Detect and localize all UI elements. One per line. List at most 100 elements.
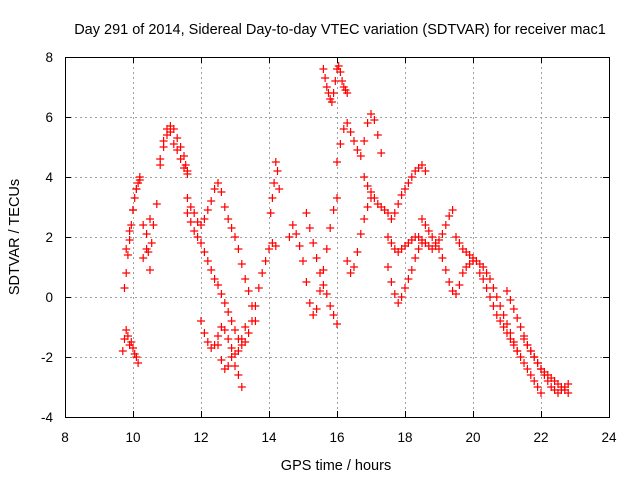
y-tick-label: 6 <box>45 110 53 125</box>
data-point <box>186 203 195 211</box>
data-point <box>455 239 464 247</box>
data-point <box>231 233 239 241</box>
data-point <box>122 326 131 334</box>
data-point <box>271 242 280 250</box>
data-point <box>288 221 297 229</box>
data-point <box>322 290 331 298</box>
data-point <box>336 140 345 148</box>
data-point <box>237 383 246 391</box>
data-point <box>234 245 243 253</box>
data-point <box>533 359 542 367</box>
data-point <box>455 281 464 289</box>
data-point <box>312 254 321 262</box>
y-tick-label: 8 <box>45 50 53 65</box>
data-point <box>394 200 403 208</box>
data-point <box>319 281 328 289</box>
data-point <box>220 203 229 211</box>
data-point <box>387 215 396 223</box>
data-point <box>479 275 488 283</box>
data-point <box>268 194 277 202</box>
data-point <box>407 266 416 274</box>
data-point <box>326 302 335 310</box>
data-point <box>363 203 372 211</box>
data-point <box>523 341 532 349</box>
data-point <box>404 275 413 283</box>
data-point <box>129 344 137 352</box>
data-point <box>135 173 144 181</box>
data-point <box>125 227 134 235</box>
data-point <box>227 317 236 325</box>
grid <box>65 57 609 417</box>
data-point <box>309 239 318 247</box>
data-point <box>486 275 494 283</box>
data-point <box>248 317 256 325</box>
data-point <box>333 320 341 328</box>
x-tick-label: 8 <box>61 430 69 445</box>
data-point <box>452 290 460 298</box>
data-point <box>329 89 338 97</box>
data-point <box>438 230 447 238</box>
data-point <box>441 221 450 229</box>
chart-title: Day 291 of 2014, Sidereal Day-to-day VTE… <box>74 22 606 38</box>
data-point <box>564 380 573 388</box>
data-point <box>482 284 491 292</box>
data-point <box>159 143 168 151</box>
data-point <box>118 347 127 355</box>
data-point <box>479 263 488 271</box>
x-tick-label: 12 <box>193 430 208 445</box>
data-point <box>270 179 279 187</box>
data-point <box>193 233 202 241</box>
data-point <box>220 326 229 334</box>
data-point <box>220 299 229 307</box>
data-point <box>499 323 508 331</box>
data-point <box>227 224 236 232</box>
data-point <box>224 362 233 370</box>
data-point <box>360 137 369 145</box>
data-point <box>331 77 340 85</box>
data-point <box>445 278 454 286</box>
data-point <box>520 335 528 343</box>
data-point <box>285 233 294 241</box>
data-point <box>203 206 212 214</box>
data-point <box>516 353 525 361</box>
data-point <box>266 209 275 217</box>
data-point <box>186 218 195 226</box>
data-point <box>312 305 321 313</box>
data-point <box>363 182 372 190</box>
data-point <box>367 110 375 118</box>
data-point <box>231 326 239 334</box>
data-point <box>120 284 129 292</box>
data-point <box>316 287 324 295</box>
x-tick-label: 20 <box>465 430 480 445</box>
data-point <box>134 359 143 367</box>
data-point <box>384 233 392 241</box>
data-point <box>339 125 348 133</box>
data-point <box>197 239 205 247</box>
data-point <box>475 269 484 277</box>
data-point <box>533 383 542 391</box>
data-point <box>516 323 525 331</box>
data-point <box>122 269 131 277</box>
data-point <box>197 317 205 325</box>
data-point <box>152 200 161 208</box>
data-point <box>377 149 386 157</box>
data-point <box>329 206 338 214</box>
data-point <box>414 245 423 253</box>
data-point <box>346 128 355 136</box>
data-point <box>526 371 535 379</box>
data-point <box>122 245 131 253</box>
data-point <box>123 251 132 259</box>
data-point <box>489 302 498 310</box>
data-point <box>390 290 399 298</box>
data-point <box>384 209 392 217</box>
data-point <box>322 83 331 91</box>
data-point <box>169 125 178 133</box>
x-tick-label: 24 <box>601 430 617 445</box>
data-point <box>224 215 233 223</box>
data-point <box>503 287 511 295</box>
data-point <box>190 209 199 217</box>
data-point <box>452 233 460 241</box>
data-point <box>353 146 362 154</box>
data-point <box>200 248 209 256</box>
data-point <box>130 194 139 202</box>
